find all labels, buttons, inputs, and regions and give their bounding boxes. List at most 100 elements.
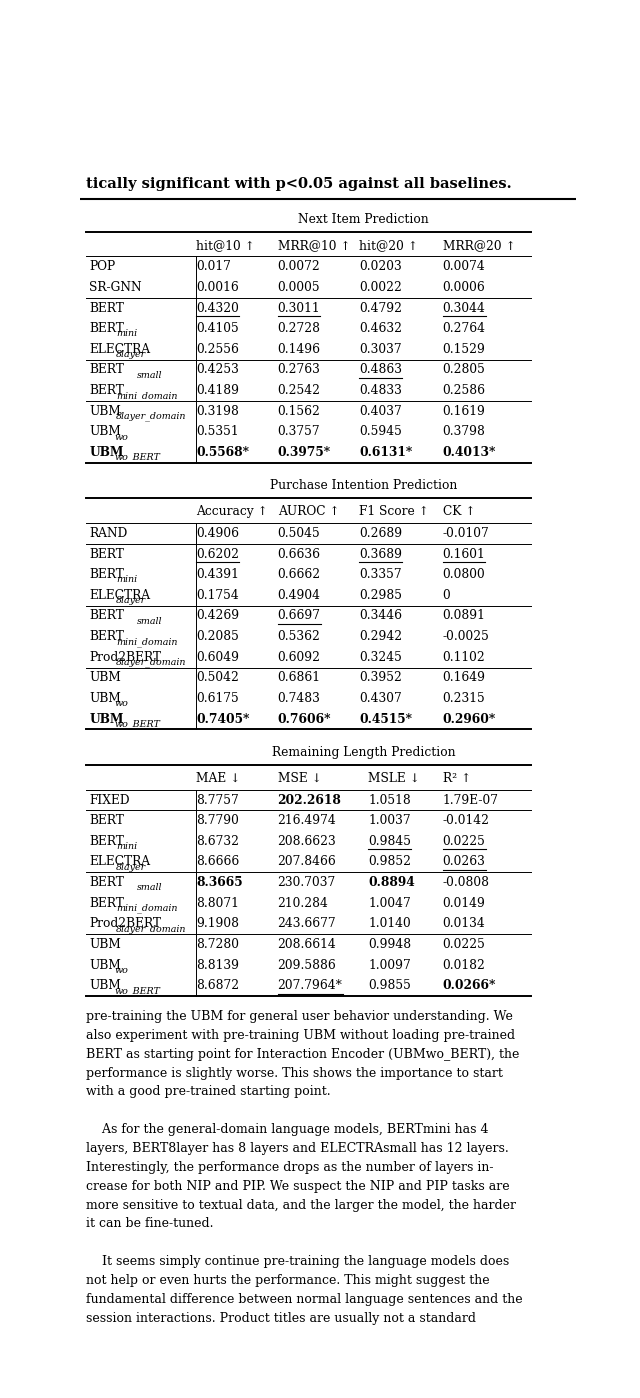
Text: Next Item Prediction: Next Item Prediction [298, 212, 429, 226]
Text: mini: mini [116, 330, 138, 338]
Text: UBM: UBM [90, 938, 121, 951]
Text: BERT: BERT [90, 610, 124, 622]
Text: 0.4037: 0.4037 [359, 405, 402, 418]
Text: 0.6697: 0.6697 [278, 610, 321, 622]
Text: 0.5945: 0.5945 [359, 425, 402, 439]
Text: 1.0518: 1.0518 [368, 794, 411, 807]
Text: 8layer: 8layer [116, 863, 147, 871]
Text: 0.1562: 0.1562 [278, 405, 321, 418]
Text: 0.9948: 0.9948 [368, 938, 412, 951]
Text: 0.2542: 0.2542 [278, 384, 321, 397]
Text: layers, BERT8layer has 8 layers and ELECTRAsmall has 12 layers.: layers, BERT8layer has 8 layers and ELEC… [86, 1142, 509, 1155]
Text: 0.0203: 0.0203 [359, 260, 402, 274]
Text: small: small [137, 884, 162, 892]
Text: MRR@10 ↑: MRR@10 ↑ [278, 239, 350, 252]
Text: 8.8071: 8.8071 [196, 896, 239, 910]
Text: 0.7606*: 0.7606* [278, 713, 331, 726]
Text: 0.7405*: 0.7405* [196, 713, 250, 726]
Text: 0.4515*: 0.4515* [359, 713, 412, 726]
Text: wo: wo [114, 432, 128, 442]
Text: wo_BERT: wo_BERT [114, 453, 160, 463]
Text: 1.0037: 1.0037 [368, 814, 411, 828]
Text: 0.2985: 0.2985 [359, 589, 402, 601]
Text: RAND: RAND [90, 527, 127, 540]
Text: 0.0225: 0.0225 [443, 835, 486, 847]
Text: mini_domain: mini_domain [116, 637, 178, 646]
Text: 0.2586: 0.2586 [443, 384, 486, 397]
Text: BERT: BERT [90, 363, 124, 376]
Text: 8.3665: 8.3665 [196, 877, 243, 889]
Text: 0.4632: 0.4632 [359, 322, 402, 336]
Text: also experiment with pre-training UBM without loading pre-trained: also experiment with pre-training UBM wi… [86, 1029, 515, 1042]
Text: 8.7790: 8.7790 [196, 814, 239, 828]
Text: BERT: BERT [90, 630, 124, 643]
Text: 0.2764: 0.2764 [443, 322, 486, 336]
Text: 230.7037: 230.7037 [278, 877, 336, 889]
Text: MAE ↓: MAE ↓ [196, 772, 241, 784]
Text: ELECTRA: ELECTRA [90, 589, 150, 601]
Text: UBM: UBM [90, 713, 124, 726]
Text: 207.8466: 207.8466 [278, 856, 337, 868]
Text: 209.5886: 209.5886 [278, 959, 337, 972]
Text: 0.4904: 0.4904 [278, 589, 321, 601]
Text: 8layer_domain: 8layer_domain [116, 924, 187, 934]
Text: F1 Score ↑: F1 Score ↑ [359, 505, 429, 519]
Text: Remaining Length Prediction: Remaining Length Prediction [272, 747, 456, 759]
Text: 8.7280: 8.7280 [196, 938, 239, 951]
Text: As for the general-domain language models, BERTmini has 4: As for the general-domain language model… [86, 1123, 489, 1137]
Text: 0.0006: 0.0006 [443, 281, 486, 294]
Text: 0.9845: 0.9845 [368, 835, 412, 847]
Text: 0.1601: 0.1601 [443, 548, 486, 561]
Text: 208.6623: 208.6623 [278, 835, 337, 847]
Text: -0.0025: -0.0025 [443, 630, 490, 643]
Text: 0.0891: 0.0891 [443, 610, 486, 622]
Text: 0.4391: 0.4391 [196, 568, 239, 582]
Text: 0.0263: 0.0263 [443, 856, 486, 868]
Text: 0.0072: 0.0072 [278, 260, 321, 274]
Text: 208.6614: 208.6614 [278, 938, 337, 951]
Text: 8.6666: 8.6666 [196, 856, 239, 868]
Text: 0.8894: 0.8894 [368, 877, 415, 889]
Text: 0.6861: 0.6861 [278, 671, 321, 685]
Text: 0.0800: 0.0800 [443, 568, 486, 582]
Text: 0.2728: 0.2728 [278, 322, 321, 336]
Text: 0.3044: 0.3044 [443, 302, 486, 315]
Text: 0.5045: 0.5045 [278, 527, 321, 540]
Text: 0.3757: 0.3757 [278, 425, 320, 439]
Text: Prod2BERT: Prod2BERT [90, 650, 161, 664]
Text: ELECTRA: ELECTRA [90, 343, 150, 356]
Text: UBM: UBM [90, 979, 121, 993]
Text: 0.7483: 0.7483 [278, 692, 321, 705]
Text: 0.4105: 0.4105 [196, 322, 239, 336]
Text: mini_domain: mini_domain [116, 903, 178, 913]
Text: 0.2805: 0.2805 [443, 363, 486, 376]
Text: 8layer_domain: 8layer_domain [116, 411, 187, 421]
Text: FIXED: FIXED [90, 794, 130, 807]
Text: 8.6872: 8.6872 [196, 979, 239, 993]
Text: UBM: UBM [90, 692, 121, 705]
Text: 8.8139: 8.8139 [196, 959, 239, 972]
Text: crease for both NIP and PIP. We suspect the NIP and PIP tasks are: crease for both NIP and PIP. We suspect … [86, 1180, 510, 1192]
Text: 0.6092: 0.6092 [278, 650, 321, 664]
Text: 0.5042: 0.5042 [196, 671, 239, 685]
Text: 0.2689: 0.2689 [359, 527, 402, 540]
Text: 0.0149: 0.0149 [443, 896, 486, 910]
Text: 0.9855: 0.9855 [368, 979, 411, 993]
Text: POP: POP [90, 260, 115, 274]
Text: 0.4320: 0.4320 [196, 302, 239, 315]
Text: small: small [137, 617, 162, 625]
Text: not help or even hurts the performance. This might suggest the: not help or even hurts the performance. … [86, 1274, 490, 1288]
Text: 0.1649: 0.1649 [443, 671, 486, 685]
Text: 8layer_domain: 8layer_domain [116, 657, 187, 667]
Text: 0.3011: 0.3011 [278, 302, 320, 315]
Text: BERT: BERT [90, 877, 124, 889]
Text: 0.4906: 0.4906 [196, 527, 239, 540]
Text: 210.284: 210.284 [278, 896, 328, 910]
Text: 1.0140: 1.0140 [368, 917, 411, 930]
Text: 0.5351: 0.5351 [196, 425, 239, 439]
Text: 0.2556: 0.2556 [196, 343, 239, 356]
Text: 8.6732: 8.6732 [196, 835, 239, 847]
Text: MRR@20 ↑: MRR@20 ↑ [443, 239, 515, 252]
Text: 8.7757: 8.7757 [196, 794, 239, 807]
Text: 0.0074: 0.0074 [443, 260, 486, 274]
